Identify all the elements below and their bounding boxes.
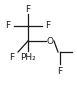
Text: F: F [45,21,51,31]
Text: PH₂: PH₂ [20,54,36,62]
Text: O: O [47,37,54,45]
Text: F: F [9,53,15,62]
Text: F: F [25,5,31,15]
Text: F: F [57,67,63,76]
Text: F: F [5,21,11,31]
